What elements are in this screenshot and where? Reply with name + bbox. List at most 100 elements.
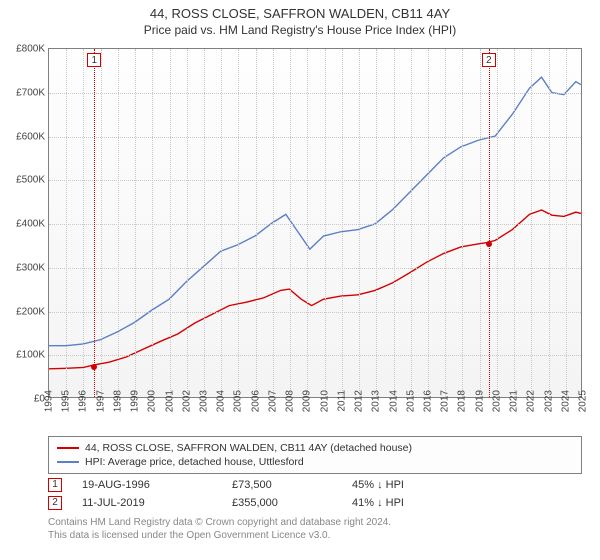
x-tick-label: 2009 [302, 390, 313, 412]
legend-block: 44, ROSS CLOSE, SAFFRON WALDEN, CB11 4AY… [48, 436, 582, 542]
x-gridline [221, 49, 222, 397]
x-gridline [462, 49, 463, 397]
x-tick-label: 2023 [543, 390, 554, 412]
footer: Contains HM Land Registry data © Crown c… [48, 510, 582, 542]
y-tick-label: £100K [16, 350, 49, 361]
x-gridline [135, 49, 136, 397]
y-gridline [49, 268, 581, 269]
x-tick-label: 2000 [147, 390, 158, 412]
sale-price-1: £73,500 [232, 479, 352, 491]
x-gridline [359, 49, 360, 397]
x-tick-label: 2016 [422, 390, 433, 412]
legend-row-price-paid: 44, ROSS CLOSE, SAFFRON WALDEN, CB11 4AY… [57, 441, 573, 455]
legend-swatch-price-paid [57, 447, 79, 449]
legend-row-hpi: HPI: Average price, detached house, Uttl… [57, 455, 573, 469]
x-tick-label: 2003 [199, 390, 210, 412]
x-gridline [549, 49, 550, 397]
x-tick-label: 1999 [130, 390, 141, 412]
footer-line-2: This data is licensed under the Open Gov… [48, 529, 582, 542]
legend-label-price-paid: 44, ROSS CLOSE, SAFFRON WALDEN, CB11 4AY… [85, 442, 412, 454]
x-gridline [256, 49, 257, 397]
x-gridline [238, 49, 239, 397]
x-gridline [152, 49, 153, 397]
sale-pct-1: 45% ↓ HPI [352, 479, 472, 491]
x-tick-label: 2018 [457, 390, 468, 412]
x-gridline [514, 49, 515, 397]
y-gridline [49, 180, 581, 181]
legend-box: 44, ROSS CLOSE, SAFFRON WALDEN, CB11 4AY… [48, 436, 582, 474]
x-tick-label: 2008 [285, 390, 296, 412]
sale-price-2: £355,000 [232, 497, 352, 509]
x-gridline [290, 49, 291, 397]
x-tick-label: 2007 [267, 390, 278, 412]
x-gridline [531, 49, 532, 397]
sale-marker-box-1: 1 [87, 53, 101, 67]
y-gridline [49, 312, 581, 313]
x-tick-label: 1996 [78, 390, 89, 412]
title-main: 44, ROSS CLOSE, SAFFRON WALDEN, CB11 4AY [0, 6, 600, 21]
x-gridline [170, 49, 171, 397]
y-gridline [49, 137, 581, 138]
legend-swatch-hpi [57, 461, 79, 463]
x-gridline [428, 49, 429, 397]
x-gridline [342, 49, 343, 397]
x-tick-label: 2012 [354, 390, 365, 412]
x-gridline [325, 49, 326, 397]
y-tick-label: £600K [16, 131, 49, 142]
x-gridline [66, 49, 67, 397]
x-gridline [394, 49, 395, 397]
x-tick-label: 1994 [44, 390, 55, 412]
x-tick-label: 2001 [164, 390, 175, 412]
y-gridline [49, 355, 581, 356]
x-gridline [187, 49, 188, 397]
x-gridline [445, 49, 446, 397]
title-block: 44, ROSS CLOSE, SAFFRON WALDEN, CB11 4AY… [0, 0, 600, 37]
sale-marker-1: 1 [48, 478, 62, 492]
x-gridline [118, 49, 119, 397]
x-tick-label: 2006 [250, 390, 261, 412]
y-tick-label: £800K [16, 44, 49, 55]
y-tick-label: £200K [16, 306, 49, 317]
x-tick-label: 2020 [491, 390, 502, 412]
x-gridline [307, 49, 308, 397]
x-gridline [376, 49, 377, 397]
legend-label-hpi: HPI: Average price, detached house, Uttl… [85, 456, 304, 468]
title-sub: Price paid vs. HM Land Registry's House … [0, 23, 600, 37]
x-tick-label: 2021 [509, 390, 520, 412]
sale-marker-line-1 [94, 49, 95, 397]
x-tick-label: 2004 [216, 390, 227, 412]
series-line-price_paid [49, 210, 581, 369]
x-gridline [204, 49, 205, 397]
x-tick-label: 2002 [181, 390, 192, 412]
sale-row-2: 2 11-JUL-2019 £355,000 41% ↓ HPI [48, 492, 582, 510]
x-gridline [411, 49, 412, 397]
y-gridline [49, 224, 581, 225]
x-tick-label: 2025 [578, 390, 589, 412]
x-tick-label: 1997 [95, 390, 106, 412]
x-tick-label: 2022 [526, 390, 537, 412]
x-tick-label: 2024 [560, 390, 571, 412]
x-tick-label: 2015 [405, 390, 416, 412]
sale-marker-dot-1 [91, 364, 97, 370]
sale-date-2: 11-JUL-2019 [82, 497, 232, 509]
x-tick-label: 2013 [371, 390, 382, 412]
x-tick-label: 2005 [233, 390, 244, 412]
x-tick-label: 2011 [336, 390, 347, 412]
x-tick-label: 2010 [319, 390, 330, 412]
sale-marker-dot-2 [486, 241, 492, 247]
y-tick-label: £700K [16, 87, 49, 98]
x-tick-label: 1995 [61, 390, 72, 412]
chart-svg [49, 49, 581, 397]
x-gridline [566, 49, 567, 397]
sale-row-1: 1 19-AUG-1996 £73,500 45% ↓ HPI [48, 474, 582, 492]
x-tick-label: 2017 [440, 390, 451, 412]
x-tick-label: 2014 [388, 390, 399, 412]
x-gridline [101, 49, 102, 397]
y-tick-label: £400K [16, 219, 49, 230]
sale-marker-line-2 [489, 49, 490, 397]
x-tick-label: 2019 [474, 390, 485, 412]
x-tick-label: 1998 [112, 390, 123, 412]
series-line-hpi [49, 77, 581, 345]
footer-line-1: Contains HM Land Registry data © Crown c… [48, 516, 582, 529]
y-gridline [49, 93, 581, 94]
